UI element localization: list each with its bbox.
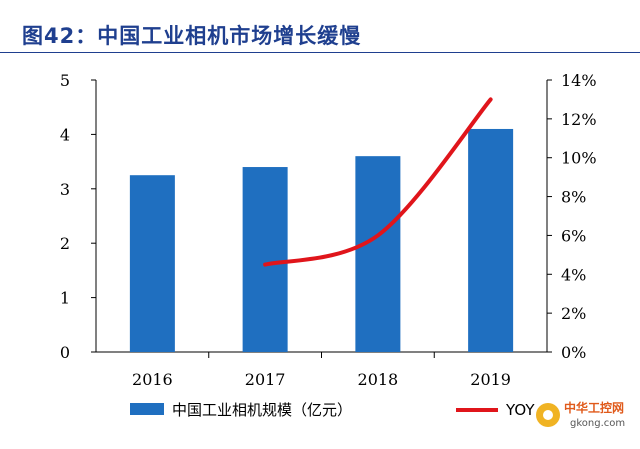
y-left-tick-label: 2 (60, 234, 70, 253)
watermark-url: gkong.com (570, 418, 625, 429)
legend-label-bar: 中国工业相机规模（亿元） (172, 401, 352, 419)
x-tick-label: 2016 (132, 370, 173, 389)
y-left-tick-label: 4 (60, 125, 70, 144)
y-right-tick-label: 0% (561, 343, 586, 362)
legend-swatch-bar (130, 403, 164, 415)
y-right-tick-label: 14% (561, 71, 597, 90)
y-right-tick-label: 4% (561, 265, 586, 284)
y-right-tick-label: 12% (561, 110, 597, 129)
figure-title-text: 中国工业相机市场增长缓慢 (97, 24, 362, 48)
y-right-tick-label: 8% (561, 188, 586, 207)
bar (242, 167, 288, 352)
figure-title: 图42：中国工业相机市场增长缓慢 (22, 20, 361, 50)
y-right-tick-label: 2% (561, 304, 586, 323)
x-tick-label: 2017 (245, 370, 286, 389)
legend-label-line: YOY (505, 401, 535, 419)
x-tick-label: 2018 (358, 370, 399, 389)
bar (468, 128, 514, 352)
y-left-tick-label: 1 (60, 289, 70, 308)
plot-area: 0 1 2 3 4 5 0% 2% 4% 6% 8% 10% 12% 14% 2016 2017 2018 201… (60, 71, 597, 389)
bar (129, 175, 175, 352)
legend: 中国工业相机规模（亿元） YOY (130, 401, 535, 419)
bar (355, 156, 401, 352)
yoy-line (263, 97, 493, 267)
watermark-logo: 中华工控网 gkong.com (536, 400, 625, 429)
x-tick-label: 2019 (470, 370, 511, 389)
y-left-tick-label: 3 (60, 180, 70, 199)
title-rule (0, 52, 640, 53)
y-right-tick-label: 6% (561, 226, 586, 245)
figure-label: 图42： (22, 24, 98, 48)
y-left-tick-label: 5 (60, 71, 70, 90)
gear-icon (536, 403, 560, 427)
y-right-tick-label: 10% (561, 149, 597, 168)
watermark-text: 中华工控网 (564, 400, 624, 415)
y-left-tick-label: 0 (60, 343, 70, 362)
